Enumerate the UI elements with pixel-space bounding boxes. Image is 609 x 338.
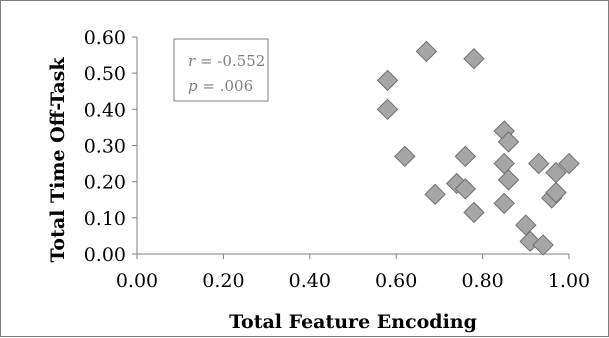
y-tick-label: 0.60 (84, 27, 126, 49)
data-point (493, 192, 515, 215)
data-point (528, 152, 550, 175)
data-point (515, 214, 537, 236)
data-point (424, 183, 446, 206)
data-point (415, 40, 438, 63)
data-point (463, 47, 485, 70)
y-tick-label: 0.40 (84, 99, 126, 121)
data-point (376, 69, 399, 92)
x-axis-ticks: 0.00 0.20 0.40 0.60 0.80 1.00 (116, 254, 590, 292)
y-tick-label: 0.30 (84, 136, 126, 158)
y-axis-ticks: 0.00 0.10 0.20 0.30 0.40 0.50 0.60 (84, 27, 137, 266)
p-statistic: p = .006 (188, 77, 253, 95)
data-point (376, 98, 399, 121)
r-statistic: r = -0.552 (188, 52, 265, 70)
x-tick-label: 1.00 (548, 270, 590, 292)
data-point (493, 152, 515, 175)
x-tick-label: 0.80 (461, 270, 503, 292)
y-tick-label: 0.20 (84, 172, 126, 194)
data-point (497, 131, 520, 153)
x-tick-label: 0.00 (116, 270, 158, 292)
data-point (545, 181, 567, 204)
y-axis-title: Total Time Off-Task (47, 57, 69, 263)
y-tick-label: 0.10 (84, 208, 126, 230)
data-points (376, 40, 580, 256)
data-point (394, 145, 416, 168)
data-point (463, 201, 485, 224)
x-tick-label: 0.60 (375, 270, 417, 292)
y-tick-label: 0.50 (84, 63, 126, 85)
x-tick-label: 0.40 (289, 270, 331, 292)
data-point (454, 178, 477, 200)
data-point (532, 234, 554, 256)
data-point (497, 169, 520, 191)
stats-annotation: r = -0.552 p = .006 (173, 38, 269, 102)
x-tick-label: 0.20 (202, 270, 244, 292)
y-tick-label: 0.00 (84, 244, 126, 266)
data-point (558, 152, 580, 175)
x-axis-title: Total Feature Encoding (229, 311, 477, 333)
data-point (454, 145, 477, 168)
stats-annotation-box (173, 38, 269, 102)
